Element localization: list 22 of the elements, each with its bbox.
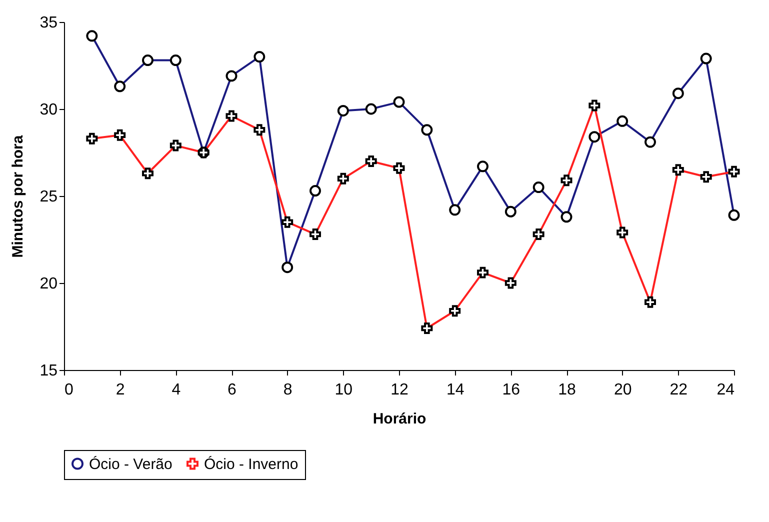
y-tick-label: 30: [40, 102, 58, 118]
x-tick-label: 8: [283, 382, 292, 398]
x-tick-label: 6: [228, 382, 237, 398]
legend-label: Ócio - Verão: [89, 454, 172, 473]
x-tick-label: 4: [172, 382, 181, 398]
y-axis-title: Minutos por hora: [10, 134, 27, 258]
x-tick-label: 20: [614, 382, 632, 398]
x-tick-label: 22: [670, 382, 688, 398]
x-tick-label: 0: [64, 382, 74, 398]
y-tick-label: 35: [40, 14, 58, 32]
x-tick-label: 24: [716, 382, 735, 398]
y-tick-label: 20: [40, 276, 58, 292]
y-tick-label: 25: [40, 188, 58, 206]
x-tick-label: 14: [446, 382, 464, 398]
x-tick-label: 12: [390, 382, 408, 398]
x-tick-label: 16: [502, 382, 520, 398]
y-tick-label: 15: [40, 362, 58, 380]
x-tick-label: 10: [334, 382, 353, 398]
x-tick-label: 18: [558, 382, 576, 398]
legend-label: Ócio - Inverno: [204, 454, 298, 473]
x-axis-title: Horário: [372, 410, 426, 428]
x-tick-label: 2: [116, 382, 125, 398]
